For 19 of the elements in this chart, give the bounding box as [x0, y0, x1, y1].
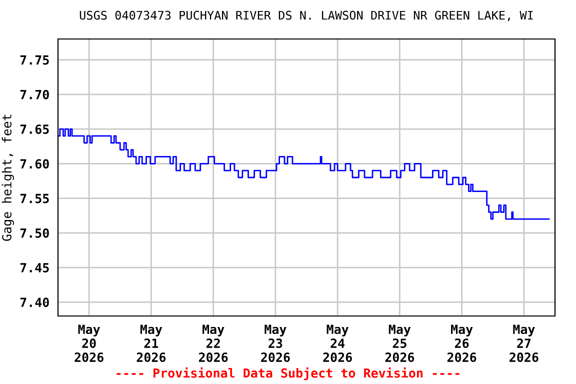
y-tick-label: 7.70 — [20, 90, 49, 100]
y-tick-label: 7.55 — [20, 194, 49, 204]
x-tick-label: May 22 2026 — [198, 324, 228, 362]
x-tick-label: May 20 2026 — [74, 324, 104, 362]
y-tick-label: 7.75 — [20, 55, 49, 65]
text: ---- Provisional Data Subject to Revision ---- — [116, 367, 460, 380]
x-tick-label: May 25 2026 — [385, 324, 414, 362]
chart-title: USGS 04073473 PUCHYAN RIVER DS N. LAWSON DRIVE NR GREEN LAKE, WI — [80, 10, 533, 22]
y-tick-label: 7.50 — [20, 228, 49, 238]
y-axis-title: Gage height, feet — [2, 114, 14, 241]
y-tick-label: 7.65 — [20, 124, 49, 134]
y-tick-label: 7.60 — [20, 159, 49, 169]
x-tick-label: May 27 2026 — [510, 324, 538, 362]
x-tick-label: May 26 2026 — [447, 324, 476, 362]
x-tick-label: May 21 2026 — [136, 324, 166, 362]
x-tick-label: May 23 2026 — [261, 324, 290, 362]
y-tick-label: 7.40 — [20, 298, 49, 308]
y-tick-label: 7.45 — [20, 263, 49, 272]
x-tick-label: May 24 2026 — [323, 324, 352, 362]
